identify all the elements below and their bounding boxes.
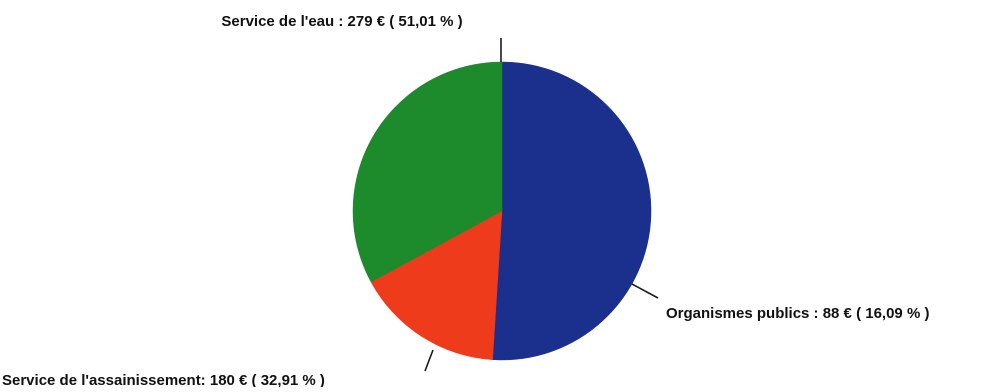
pie-slices — [352, 61, 652, 361]
slice-service-assainissement — [352, 61, 503, 283]
leader-line-organismes — [631, 283, 659, 299]
slice-labels: Service de l'eau : 279 € ( 51,01 % ) Org… — [2, 13, 929, 389]
label-service-assainissement: Service de l'assainissement: 180 € ( 32,… — [2, 372, 325, 387]
leader-lines — [424, 38, 659, 372]
leader-line-assainissement — [424, 349, 434, 372]
label-service-eau: Service de l'eau : 279 € ( 51,01 % ) — [221, 13, 462, 30]
slice-organismes-publics — [370, 210, 503, 360]
label-organismes-publics: Organismes publics : 88 € ( 16,09 % ) — [666, 305, 929, 322]
slice-service-eau — [492, 61, 652, 361]
